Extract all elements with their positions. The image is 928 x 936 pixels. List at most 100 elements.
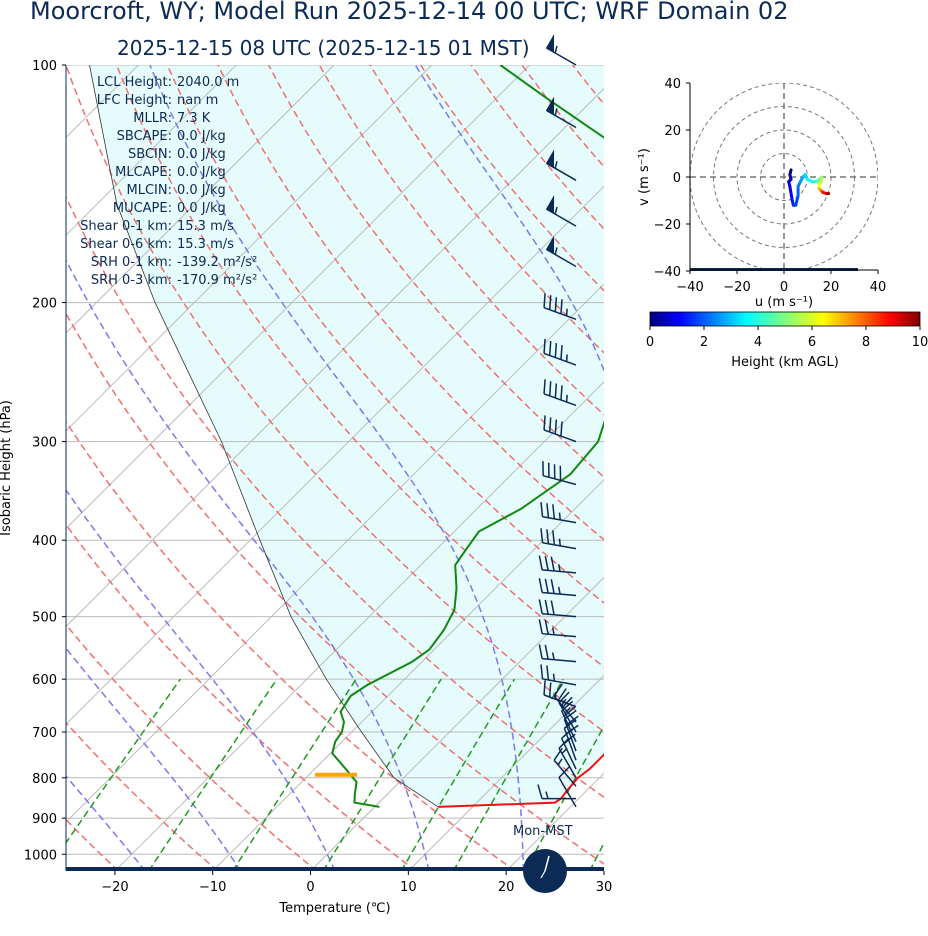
stat-label: MUCAPE: (113, 201, 172, 216)
surface-strip (66, 867, 604, 871)
barb-full (561, 728, 574, 739)
barb-staff (558, 777, 577, 808)
clock-icon (523, 849, 567, 893)
height-colorbar (649, 311, 921, 327)
wind-barb (553, 683, 577, 723)
y-tick-label: 900 (32, 812, 57, 827)
dry-adiabat (66, 312, 604, 865)
barb-full (560, 299, 563, 314)
chart-title: Moorcroft, WY; Model Run 2025-12-14 00 U… (30, 0, 789, 25)
y-tick-label: 100 (32, 59, 57, 74)
stat-value: -170.9 m²/s² (177, 273, 257, 288)
isotherm-line (66, 65, 237, 236)
barb-full (554, 342, 558, 358)
wind-barb (545, 235, 577, 268)
barb-full (544, 578, 549, 594)
wind-barb (540, 502, 577, 524)
dewpoint-profile (331, 65, 604, 808)
stat-label: Shear 0-1 km: (80, 219, 172, 234)
isotherm-line (212, 478, 604, 871)
stat-label: MLCAPE: (115, 165, 172, 180)
wind-barb (538, 555, 577, 574)
colorbar-tick-label: 0 (646, 335, 654, 350)
barb-full (543, 338, 546, 354)
barb-full (548, 682, 552, 698)
stat-value: 0.0 J/kg (177, 147, 226, 162)
mixing-ratio-line (232, 678, 357, 871)
wind-barb (538, 619, 577, 638)
temperature-profile (438, 753, 604, 808)
stat-label: SRH 0-1 km: (91, 255, 172, 270)
barb-full (540, 664, 544, 680)
hodo-y-tick-label: 40 (664, 77, 681, 92)
hodo-y-tick-label: −40 (654, 265, 681, 280)
barb-full (561, 696, 573, 709)
dry-adiabat (166, 65, 604, 604)
barb-full (546, 503, 550, 518)
stat-label: LFC Height: (97, 93, 172, 108)
barb-full (538, 644, 543, 659)
barb-half (558, 538, 561, 546)
isotherm-line (66, 283, 604, 823)
isotherm-line (66, 87, 604, 628)
mixing-ratio-line (452, 678, 564, 871)
barb-full (546, 665, 550, 681)
clock-label: Mon-MST (513, 824, 573, 839)
dry-adiabat (66, 195, 604, 799)
barb-half (557, 586, 561, 595)
dry-adiabat (267, 65, 604, 479)
cape-cin-shading (89, 65, 604, 807)
wind-barb (558, 766, 577, 808)
barb-full (538, 578, 543, 593)
wind-barb (540, 528, 577, 550)
isotherm-line (603, 870, 604, 871)
barb-full (563, 706, 576, 717)
barb-full (548, 295, 552, 310)
y-tick-label: 600 (32, 673, 57, 688)
hodo-y-tick-label: −20 (654, 218, 681, 233)
x-tick-label: 20 (498, 880, 515, 895)
barb-full (560, 345, 563, 360)
barb-full (543, 379, 546, 394)
stat-label: MLCIN: (127, 183, 172, 198)
dry-adiabat (66, 65, 604, 733)
x-axis-label: Temperature (℃) (278, 901, 390, 916)
isotherm-line (408, 674, 604, 871)
barb-flag (545, 149, 555, 169)
wind-barb (538, 644, 577, 663)
stat-value: 0.0 J/kg (177, 183, 226, 198)
stat-label: SRH 0-3 km: (91, 273, 172, 288)
barb-full (544, 644, 549, 660)
barb-full (550, 600, 555, 615)
barb-half (557, 758, 563, 766)
barb-half (554, 108, 558, 116)
wind-barb (545, 195, 577, 227)
hodo-y-label: v (m s⁻¹) (637, 148, 652, 206)
barb-half (564, 707, 571, 714)
barb-full (561, 700, 574, 712)
barb-full (553, 683, 563, 697)
moist-adiabat (66, 775, 146, 871)
x-tick-label: −20 (101, 880, 128, 895)
y-axis-label: Isobaric Height (hPa) (0, 400, 14, 536)
colorbar-tick-label: 8 (862, 335, 870, 350)
barb-full (560, 385, 563, 401)
chart-subtitle: 2025-12-15 08 UTC (2025-12-15 01 MST) (117, 36, 530, 60)
barb-full (540, 502, 544, 517)
barb-full (554, 297, 558, 312)
hodo-x-tick-label: 40 (870, 280, 887, 295)
barb-full (538, 555, 543, 571)
dry-adiabat (66, 818, 119, 871)
mixing-ratio-line (66, 678, 181, 844)
barb-full (538, 619, 543, 634)
dry-adiabat (571, 65, 604, 106)
barb-full (543, 680, 546, 696)
barb-full (548, 340, 552, 356)
barb-half (561, 747, 568, 755)
isotherm-line (66, 65, 530, 530)
barb-half (565, 354, 568, 362)
hodo-x-label: u (m s⁻¹) (755, 295, 813, 310)
barb-full (548, 417, 552, 433)
barb-full (544, 599, 549, 615)
mixing-ratio-line (637, 679, 735, 871)
